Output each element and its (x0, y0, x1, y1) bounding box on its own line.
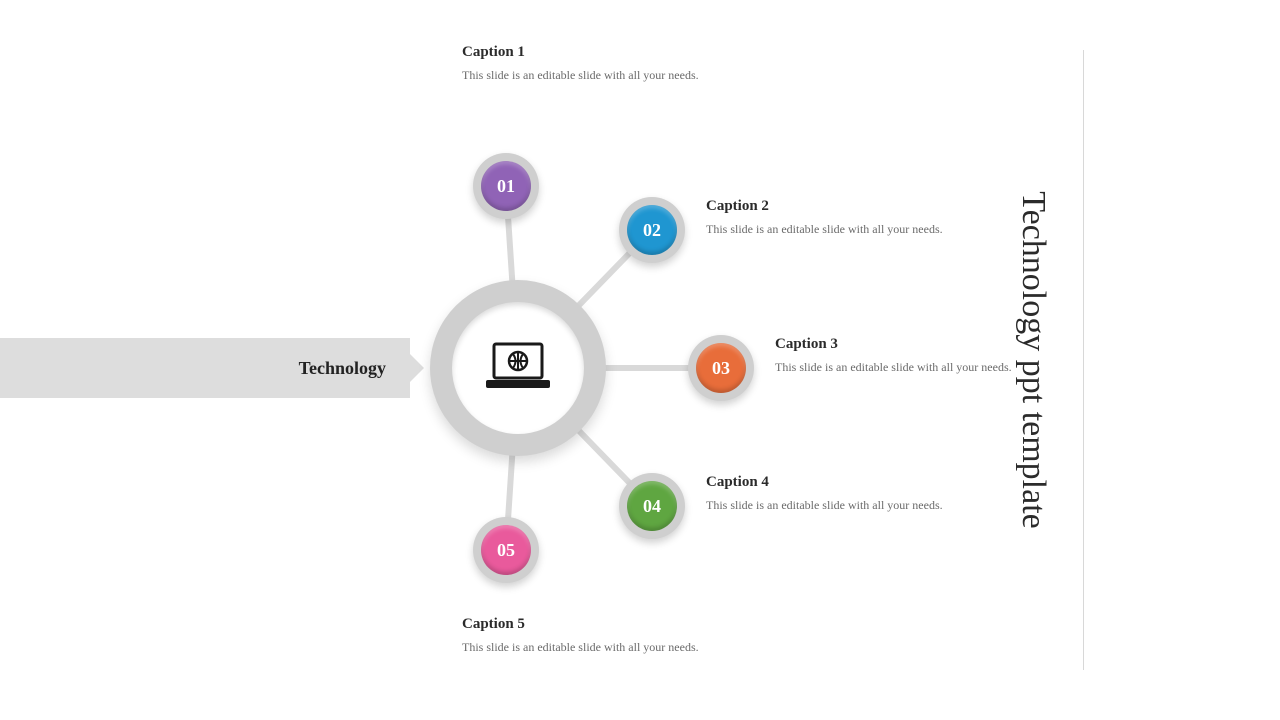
caption-05: Caption 5 This slide is an editable slide… (462, 616, 702, 656)
label-bar-text: Technology (299, 358, 386, 379)
caption-title-04: Caption 4 (706, 474, 946, 491)
node-number-02: 02 (627, 205, 677, 255)
side-rule (1083, 50, 1084, 670)
laptop-globe-icon (482, 340, 554, 396)
caption-02: Caption 2 This slide is an editable slide… (706, 198, 946, 238)
caption-desc-02: This slide is an editable slide with all… (706, 221, 946, 238)
node-number-05: 05 (481, 525, 531, 575)
caption-03: Caption 3 This slide is an editable slide… (775, 336, 1015, 376)
side-title: Technology ppt template (1014, 191, 1052, 529)
caption-desc-04: This slide is an editable slide with all… (706, 497, 946, 514)
node-02: 02 (619, 197, 685, 263)
caption-04: Caption 4 This slide is an editable slide… (706, 474, 946, 514)
caption-title-03: Caption 3 (775, 336, 1015, 353)
hub-circle (430, 280, 606, 456)
node-05: 05 (473, 517, 539, 583)
caption-desc-01: This slide is an editable slide with all… (462, 67, 702, 84)
node-03: 03 (688, 335, 754, 401)
node-number-04: 04 (627, 481, 677, 531)
caption-desc-05: This slide is an editable slide with all… (462, 639, 702, 656)
label-bar: Technology (0, 338, 410, 398)
caption-title-01: Caption 1 (462, 44, 702, 61)
caption-desc-03: This slide is an editable slide with all… (775, 359, 1015, 376)
caption-01: Caption 1 This slide is an editable slide… (462, 44, 702, 84)
caption-title-02: Caption 2 (706, 198, 946, 215)
hub-inner (452, 302, 584, 434)
slide-stage: Technology ppt template Technology 01 02 0… (0, 0, 1280, 720)
node-04: 04 (619, 473, 685, 539)
node-number-01: 01 (481, 161, 531, 211)
node-01: 01 (473, 153, 539, 219)
node-number-03: 03 (696, 343, 746, 393)
caption-title-05: Caption 5 (462, 616, 702, 633)
